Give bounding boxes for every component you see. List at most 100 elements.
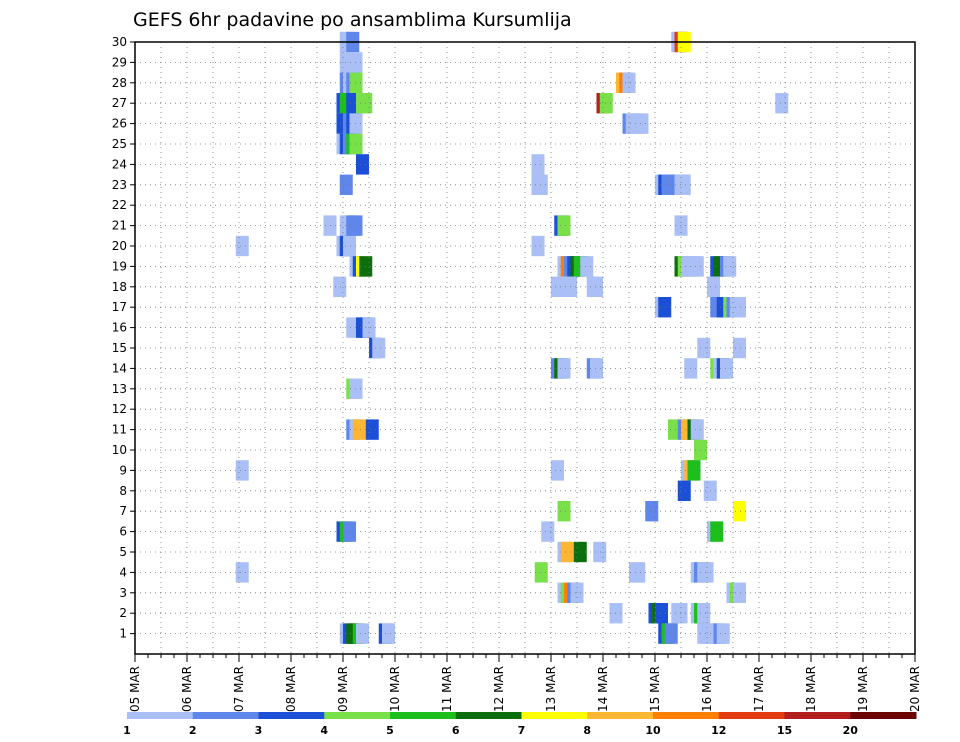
y-tick-label: 21 xyxy=(112,219,127,233)
y-tick-label: 16 xyxy=(112,321,127,335)
y-tick-label: 12 xyxy=(112,402,127,416)
precip-cell xyxy=(557,358,571,379)
colorbar-label: 8 xyxy=(583,724,591,737)
precip-cell xyxy=(352,419,366,440)
y-tick-label: 17 xyxy=(112,300,127,314)
y-tick-label: 15 xyxy=(112,341,127,355)
precip-cell xyxy=(632,562,646,583)
x-tick-label: 05 MAR xyxy=(128,666,142,712)
precip-cell xyxy=(534,562,548,583)
colorbar-label: 4 xyxy=(320,724,328,737)
colorbar-swatch xyxy=(521,712,588,719)
precip-cell xyxy=(690,419,704,440)
precip-cell xyxy=(590,358,603,379)
precip-cell xyxy=(690,256,704,277)
colorbar-label: 10 xyxy=(645,724,661,737)
colorbar-swatch xyxy=(455,712,522,719)
colorbar-swatch xyxy=(718,712,785,719)
precip-cell xyxy=(531,235,545,257)
y-tick-label: 5 xyxy=(119,545,127,559)
y-tick-label: 20 xyxy=(112,239,127,253)
grid-lines xyxy=(135,42,915,654)
precip-cell xyxy=(580,256,594,277)
x-tick-label: 20 MAR xyxy=(908,666,922,712)
x-tick-label: 10 MAR xyxy=(388,666,402,712)
colorbar-legend: 1 2 3 4 5 6 7 8 10 12 15 20 xyxy=(123,712,917,737)
x-tick-label: 06 MAR xyxy=(180,666,194,712)
colorbar-label: 5 xyxy=(386,724,394,737)
colorbar-swatch xyxy=(587,712,654,719)
precip-cell xyxy=(235,460,249,481)
y-tick-label: 19 xyxy=(112,259,127,273)
precip-cell xyxy=(557,215,571,236)
y-tick-label: 2 xyxy=(119,606,127,620)
precip-cell xyxy=(235,235,249,257)
y-tick-label: 8 xyxy=(119,484,127,498)
y-tick-label: 27 xyxy=(112,96,127,110)
colorbar-swatch xyxy=(653,712,720,719)
colorbar-swatch xyxy=(324,712,391,719)
precip-cell xyxy=(382,623,395,644)
precip-cell xyxy=(723,256,737,277)
x-tick-label: 19 MAR xyxy=(856,666,870,712)
y-tick-label: 6 xyxy=(119,525,127,539)
precip-cell xyxy=(658,297,672,318)
precip-cell xyxy=(551,460,564,481)
y-tick-label: 30 xyxy=(112,35,127,49)
y-axis: 1234567891011121314151617181920212223242… xyxy=(112,35,135,641)
colorbar-swatch xyxy=(850,712,917,719)
y-tick-label: 4 xyxy=(119,565,127,579)
colorbar-label: 7 xyxy=(518,724,526,737)
precip-cell xyxy=(697,337,711,359)
y-tick-label: 3 xyxy=(119,586,127,600)
y-tick-label: 22 xyxy=(112,198,127,212)
x-tick-label: 16 MAR xyxy=(700,666,714,712)
precip-cell xyxy=(710,521,724,542)
y-tick-label: 25 xyxy=(112,137,127,151)
colorbar-label: 12 xyxy=(711,724,726,737)
colorbar-swatch xyxy=(127,712,194,719)
x-tick-label: 07 MAR xyxy=(232,666,246,712)
precip-cell xyxy=(541,521,555,542)
precip-cell xyxy=(697,603,711,624)
colorbar-label: 6 xyxy=(452,724,460,737)
precip-cell xyxy=(560,541,574,563)
y-tick-label: 26 xyxy=(112,117,127,131)
x-tick-label: 09 MAR xyxy=(336,666,350,712)
precip-cell xyxy=(645,501,659,522)
x-tick-label: 15 MAR xyxy=(648,666,662,712)
precip-cell xyxy=(677,174,691,195)
precip-cell xyxy=(733,297,746,318)
colorbar-label: 2 xyxy=(189,724,197,737)
x-tick-label: 18 MAR xyxy=(804,666,818,712)
precip-cell xyxy=(365,419,379,440)
x-tick-label: 08 MAR xyxy=(284,666,298,712)
precip-cell xyxy=(531,154,545,175)
precip-cell xyxy=(664,623,678,644)
y-tick-label: 9 xyxy=(119,463,127,477)
precip-cell xyxy=(720,358,733,379)
chart-title: GEFS 6hr padavine po ansamblima Kursumli… xyxy=(133,9,572,31)
precip-cell xyxy=(235,562,249,583)
precip-cell xyxy=(733,501,746,522)
precip-cell xyxy=(339,174,353,195)
precip-cell xyxy=(677,480,691,501)
y-tick-label: 18 xyxy=(112,280,127,294)
precip-cell xyxy=(372,337,386,359)
y-tick-label: 7 xyxy=(119,504,127,518)
y-tick-label: 10 xyxy=(112,443,127,457)
x-tick-label: 13 MAR xyxy=(544,666,558,712)
precip-cell xyxy=(333,276,347,297)
colorbar-swatch xyxy=(258,712,325,719)
x-tick-label: 17 MAR xyxy=(752,666,766,712)
y-tick-label: 13 xyxy=(112,382,127,396)
colorbar-label: 3 xyxy=(255,724,263,737)
precip-cell xyxy=(733,337,746,359)
precip-cell xyxy=(343,521,356,542)
precip-cell xyxy=(343,235,356,257)
precip-cell xyxy=(599,93,613,114)
precip-cell xyxy=(557,501,571,522)
precip-cell xyxy=(635,113,649,134)
precip-cell xyxy=(356,154,369,175)
